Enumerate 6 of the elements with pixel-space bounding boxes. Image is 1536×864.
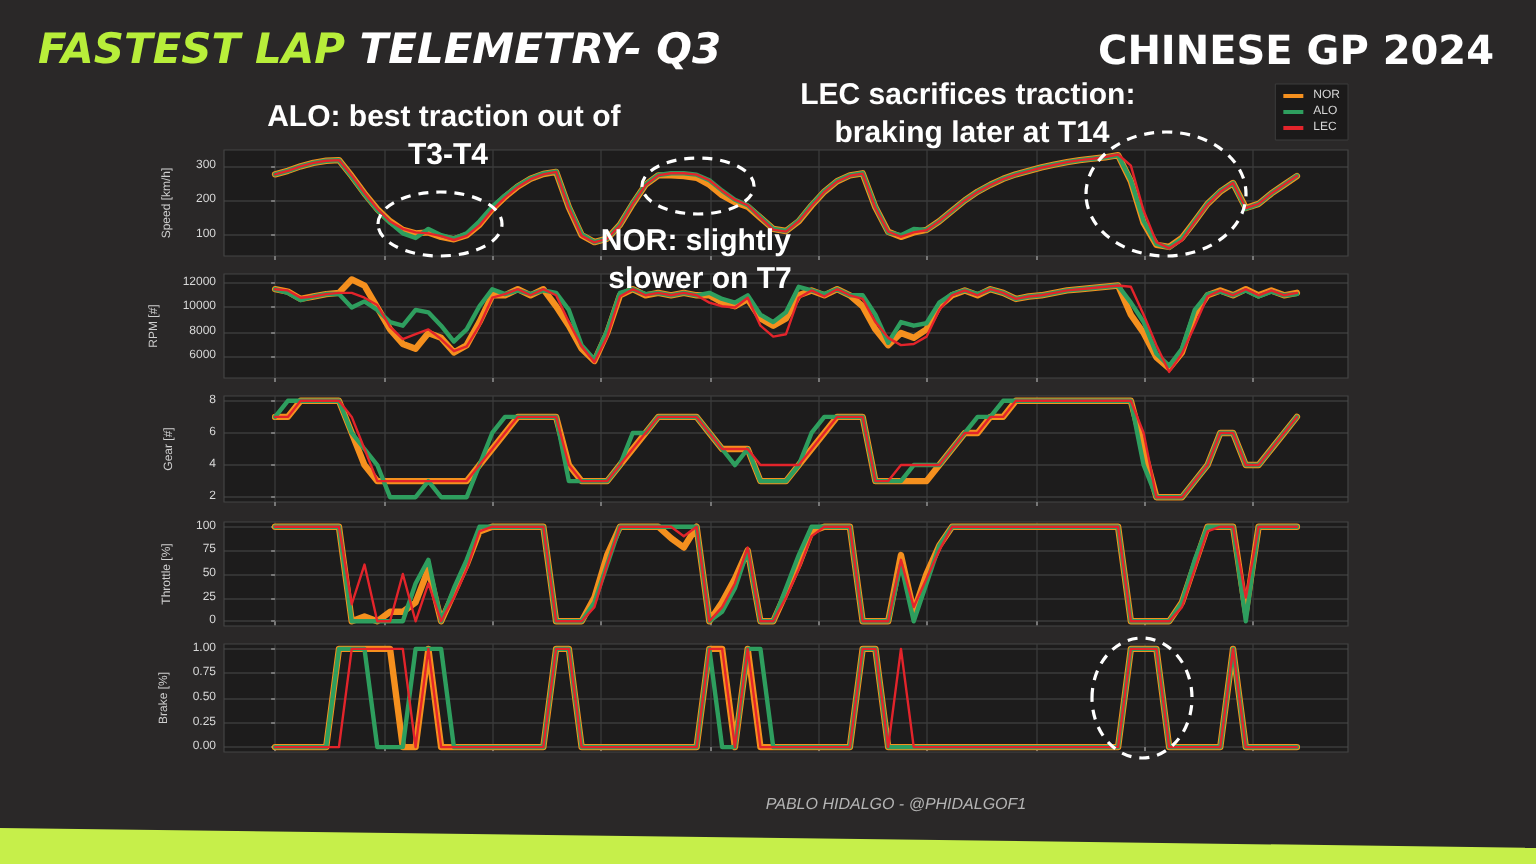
text: PABLO HIDALGO - @PHIDALGOF1 <box>765 795 1027 813</box>
chart-subtitle: CHINESE GP 2024 <box>1098 26 1495 74</box>
annotation: NOR: slightly slower on T7 <box>600 224 800 296</box>
text: LEC sacrifices traction: braking later at T14 <box>800 78 1144 150</box>
annotation: ALO: best traction out of T3-T4 <box>267 100 629 172</box>
chart-title: FASTEST LAP TELEMETRY- Q3 <box>38 25 722 73</box>
